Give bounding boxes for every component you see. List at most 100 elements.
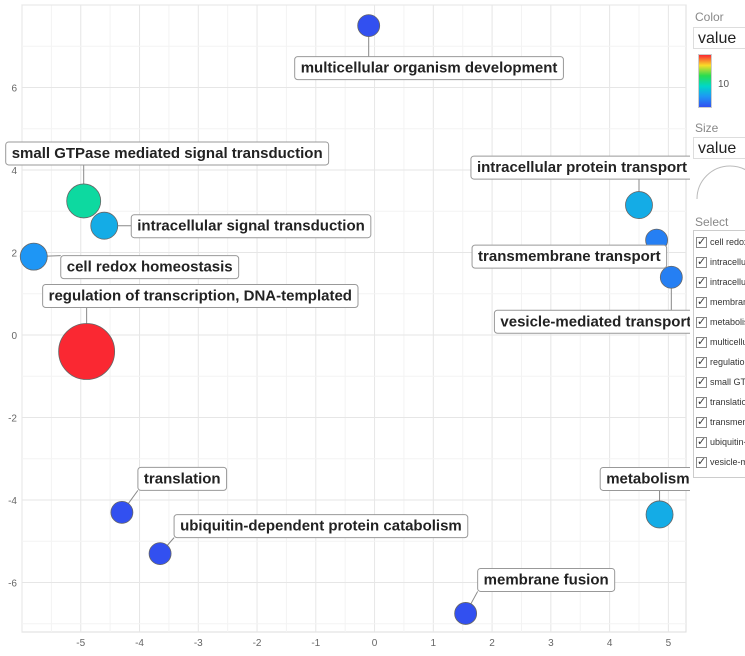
filter-item[interactable]: regulation of transcription, DNA-templat… — [696, 354, 745, 370]
data-point — [19, 242, 48, 271]
select-legend-title: Select — [695, 215, 729, 229]
point-label: membrane fusion — [484, 571, 609, 588]
filter-item[interactable]: translation — [696, 394, 745, 410]
data-point — [659, 265, 683, 289]
point-label-box — [294, 56, 564, 81]
category-filter-list: cell redox homeostasis intracellular prot… — [693, 230, 745, 478]
filter-item-label: ubiquitin-dependent protein catabolism — [710, 437, 745, 447]
filter-item-label: small GTPase mediated signal transductio… — [710, 377, 745, 387]
filter-item[interactable]: membrane fusion — [696, 294, 745, 310]
data-point — [66, 183, 102, 219]
filter-checkbox[interactable] — [696, 255, 707, 268]
filter-item-label: membrane fusion — [710, 297, 745, 307]
point-label: intracellular signal transduction — [137, 218, 365, 235]
filter-item[interactable]: vesicle-mediated transport — [696, 454, 745, 470]
x-tick-label: 4 — [607, 638, 613, 649]
point-label: intracellular protein transport — [477, 159, 687, 176]
point-label-box — [471, 244, 668, 269]
x-tick-label: -1 — [311, 638, 320, 649]
y-tick-label: -4 — [8, 496, 17, 507]
scatter-chart: -5 -4 -3 -2 -1 0 1 2 3 4 5 -6 -4 -2 0 2 4 6 multicellular… — [5, 4, 690, 650]
filter-item[interactable]: multicellular organism development — [696, 334, 745, 350]
legend-panel: Color value 10 Size value Select cell re… — [690, 0, 745, 656]
filter-item[interactable]: transmembrane transport — [696, 414, 745, 430]
point-label-box — [60, 255, 240, 280]
point-label: translation — [144, 470, 221, 487]
point-label-box — [173, 514, 469, 539]
data-point — [148, 542, 172, 566]
point-label-box — [599, 466, 690, 491]
filter-item-label: translation — [710, 397, 745, 407]
size-scale-swatch — [696, 165, 745, 200]
filter-item[interactable]: intracellular signal transduction — [696, 274, 745, 290]
axis-ticks: -5 -4 -3 -2 -1 0 1 2 3 4 5 -6 -4 -2 0 2 4 6 — [8, 84, 671, 650]
point-label: ubiquitin-dependent protein catabolism — [180, 518, 462, 535]
point-label: cell redox homeostasis — [67, 259, 233, 276]
size-legend-title: Size — [695, 121, 719, 135]
point-label-box — [130, 214, 372, 239]
filter-item-label: cell redox homeostasis — [710, 237, 745, 247]
point-label-box — [493, 309, 690, 334]
color-scale-tick: 10 — [718, 79, 730, 90]
color-legend-title: Color — [695, 10, 724, 24]
size-variable-select[interactable]: value — [693, 137, 745, 159]
color-variable-select[interactable]: value — [693, 27, 745, 49]
filter-checkbox[interactable] — [696, 375, 707, 388]
data-point — [454, 602, 478, 625]
y-tick-label: 0 — [11, 331, 17, 342]
point-label-box — [5, 141, 330, 166]
filter-item-label: transmembrane transport — [710, 417, 745, 427]
color-scale-bar — [698, 54, 712, 108]
y-tick-label: -2 — [8, 414, 17, 425]
filter-checkbox[interactable] — [696, 435, 707, 448]
filter-checkbox[interactable] — [696, 275, 707, 288]
data-point — [90, 211, 119, 240]
filter-item[interactable]: intracellular protein transport — [696, 254, 745, 270]
filter-checkbox[interactable] — [696, 295, 707, 308]
point-label-box — [470, 155, 690, 180]
point-label: metabolism — [606, 470, 689, 487]
x-tick-label: 2 — [489, 638, 495, 649]
y-tick-label: 2 — [11, 249, 17, 260]
point-label: transmembrane transport — [478, 248, 661, 265]
filter-item[interactable]: small GTPase mediated signal transductio… — [696, 374, 745, 390]
filter-item[interactable]: cell redox homeostasis — [696, 234, 745, 250]
point-label: vesicle-mediated transport — [500, 313, 690, 330]
filter-checkbox[interactable] — [696, 335, 707, 348]
y-tick-label: -6 — [8, 579, 17, 590]
x-tick-label: 5 — [666, 638, 672, 649]
filter-item-label: intracellular signal transduction — [710, 277, 745, 287]
data-point — [357, 14, 381, 38]
y-tick-label: 4 — [11, 166, 17, 177]
filter-checkbox[interactable] — [696, 315, 707, 328]
y-tick-label: 6 — [11, 84, 17, 95]
point-label-box — [137, 466, 228, 491]
data-point — [645, 500, 674, 529]
x-tick-label: -2 — [253, 638, 262, 649]
filter-item-label: regulation of transcription, DNA-templat… — [710, 357, 745, 367]
x-tick-label: 0 — [372, 638, 378, 649]
x-tick-label: -3 — [194, 638, 203, 649]
filter-checkbox[interactable] — [696, 355, 707, 368]
x-tick-label: 3 — [548, 638, 554, 649]
filter-item[interactable]: metabolism — [696, 314, 745, 330]
filter-item[interactable]: ubiquitin-dependent protein catabolism — [696, 434, 745, 450]
filter-item-label: metabolism — [710, 317, 745, 327]
point-label: small GTPase mediated signal transductio… — [12, 145, 323, 162]
filter-checkbox[interactable] — [696, 415, 707, 428]
x-tick-label: 1 — [431, 638, 437, 649]
point-label-box — [477, 567, 616, 592]
x-tick-label: -4 — [135, 638, 144, 649]
data-points — [19, 14, 683, 625]
filter-checkbox[interactable] — [696, 395, 707, 408]
point-labels: multicellular organism development small … — [5, 56, 690, 592]
filter-checkbox[interactable] — [696, 455, 707, 468]
point-label: multicellular organism development — [301, 60, 558, 77]
filter-item-label: multicellular organism development — [710, 337, 745, 347]
data-point — [110, 500, 134, 524]
filter-item-label: intracellular protein transport — [710, 257, 745, 267]
x-tick-label: -5 — [76, 638, 85, 649]
point-label-box — [42, 284, 359, 308]
filter-checkbox[interactable] — [696, 235, 707, 248]
filter-item-label: vesicle-mediated transport — [710, 457, 745, 467]
